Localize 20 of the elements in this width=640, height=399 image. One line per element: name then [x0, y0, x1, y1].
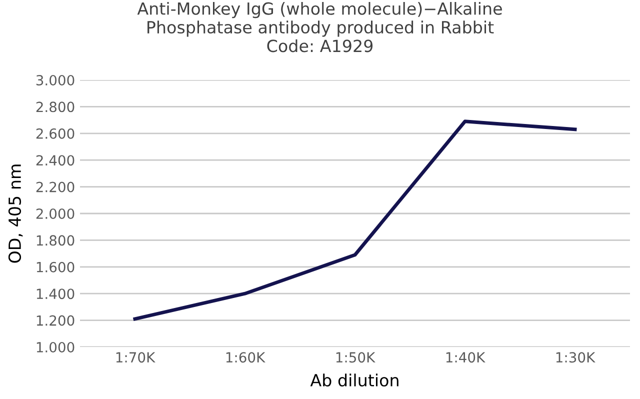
y-tick-label: 1.000	[36, 342, 74, 352]
y-tick-label: 2.600	[36, 128, 74, 139]
chart-title: Anti-Monkey IgG (whole molecule)−Alkaline Phosphatase antibody produced in Rabbit Code: A1929	[137, 2, 502, 52]
x-tick-label: 1:30K	[556, 352, 596, 363]
x-tick-label: 1:50K	[336, 352, 376, 363]
line-series	[133, 120, 577, 321]
y-tick-label: 1.800	[36, 235, 74, 246]
x-tick-label: 1:60K	[226, 352, 266, 363]
y-tick-label: 2.200	[36, 182, 74, 192]
x-tick-label: 1:40K	[446, 352, 486, 363]
y-tick-label: 1.200	[36, 315, 74, 326]
x-tick-label: 1:70K	[116, 352, 156, 363]
y-tick-label: 1.600	[36, 262, 74, 272]
y-tick-label: 2.400	[36, 155, 74, 166]
y-tick-label: 3.000	[36, 74, 74, 86]
y-tick-label: 2.000	[36, 208, 74, 219]
x-axis-title: Ab dilution	[310, 374, 398, 387]
y-axis-title: OD, 405 nm	[8, 164, 23, 263]
y-tick-label: 2.800	[36, 102, 74, 112]
y-tick-label: 1.400	[36, 288, 74, 300]
